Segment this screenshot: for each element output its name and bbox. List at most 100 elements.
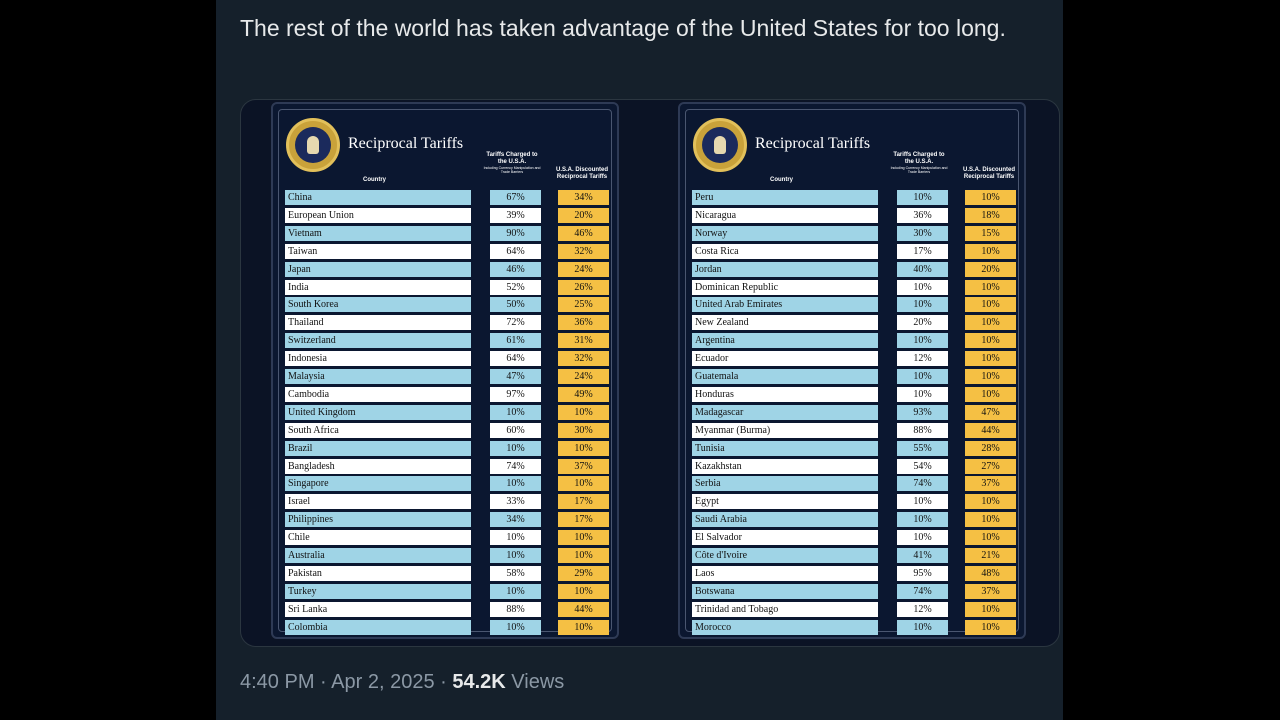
- charged-cell: 74%: [897, 583, 948, 599]
- tweet-media[interactable]: Reciprocal Tariffs Country Tariffs Charg…: [240, 99, 1060, 647]
- reciprocal-cell: 10%: [558, 530, 609, 546]
- reciprocal-cell: 37%: [965, 476, 1016, 492]
- country-cell: Japan: [285, 261, 471, 277]
- charged-cell: 10%: [897, 279, 948, 295]
- country-cell: Costa Rica: [692, 243, 878, 259]
- reciprocal-cell: 48%: [965, 565, 1016, 581]
- header-charged: Tariffs Charged to the U.S.A. Including …: [483, 152, 541, 174]
- country-cell: Israel: [285, 494, 471, 510]
- tweet-meta: 4:40 PM · Apr 2, 2025 · 54.2K Views: [240, 671, 565, 693]
- charged-cell: 64%: [490, 243, 541, 259]
- country-cell: European Union: [285, 207, 471, 223]
- country-cell: Egypt: [692, 494, 878, 510]
- tweet-date[interactable]: Apr 2, 2025: [331, 671, 435, 693]
- charged-cell: 20%: [897, 315, 948, 331]
- country-cell: Bangladesh: [285, 458, 471, 474]
- country-cell: Malaysia: [285, 369, 471, 384]
- country-cell: Morocco: [692, 619, 878, 635]
- charged-cell: 64%: [490, 351, 541, 367]
- reciprocal-cell: 10%: [965, 619, 1016, 635]
- presidential-seal-icon: [693, 118, 747, 172]
- reciprocal-cell: 10%: [965, 351, 1016, 367]
- reciprocal-cell: 24%: [558, 261, 609, 277]
- reciprocal-cell: 47%: [965, 404, 1016, 420]
- reciprocal-cell: 28%: [965, 440, 1016, 456]
- country-cell: Jordan: [692, 261, 878, 277]
- country-cell: Tunisia: [692, 440, 878, 456]
- charged-cell: 10%: [897, 619, 948, 635]
- reciprocal-cell: 10%: [965, 601, 1016, 617]
- country-cell: Cambodia: [285, 386, 471, 402]
- charged-cell: 52%: [490, 279, 541, 295]
- charged-cell: 10%: [490, 548, 541, 563]
- reciprocal-cell: 17%: [558, 512, 609, 528]
- reciprocal-cell: 31%: [558, 333, 609, 349]
- country-cell: Nicaragua: [692, 207, 878, 223]
- country-cell: Chile: [285, 530, 471, 546]
- country-cell: Laos: [692, 565, 878, 581]
- tariff-table-left: Reciprocal Tariffs Country Tariffs Charg…: [271, 102, 619, 639]
- charged-cell: 17%: [897, 243, 948, 259]
- country-cell: Singapore: [285, 476, 471, 492]
- country-cell: Madagascar: [692, 404, 878, 420]
- reciprocal-cell: 17%: [558, 494, 609, 510]
- views-label: Views: [505, 671, 565, 693]
- charged-cell: 33%: [490, 494, 541, 510]
- reciprocal-cell: 37%: [965, 583, 1016, 599]
- country-cell: China: [285, 190, 471, 205]
- reciprocal-cell: 34%: [558, 190, 609, 205]
- tariff-table-right: Reciprocal Tariffs Country Tariffs Charg…: [678, 102, 1026, 639]
- country-cell: Sri Lanka: [285, 601, 471, 617]
- country-cell: South Korea: [285, 297, 471, 313]
- charged-cell: 74%: [490, 458, 541, 474]
- charged-cell: 10%: [897, 369, 948, 384]
- country-cell: India: [285, 279, 471, 295]
- charged-cell: 93%: [897, 404, 948, 420]
- reciprocal-cell: 10%: [558, 476, 609, 492]
- reciprocal-cell: 10%: [558, 548, 609, 563]
- charged-cell: 10%: [490, 583, 541, 599]
- charged-cell: 10%: [897, 333, 948, 349]
- reciprocal-cell: 10%: [965, 386, 1016, 402]
- table-title: Reciprocal Tariffs: [348, 135, 464, 152]
- reciprocal-cell: 32%: [558, 351, 609, 367]
- reciprocal-cell: 20%: [558, 207, 609, 223]
- charged-cell: 36%: [897, 207, 948, 223]
- country-cell: Argentina: [692, 333, 878, 349]
- reciprocal-cell: 29%: [558, 565, 609, 581]
- reciprocal-cell: 30%: [558, 422, 609, 438]
- header-charged: Tariffs Charged to the U.S.A. Including …: [890, 152, 948, 174]
- tweet-time[interactable]: 4:40 PM: [240, 671, 315, 693]
- charged-cell: 54%: [897, 458, 948, 474]
- country-cell: Serbia: [692, 476, 878, 492]
- charged-cell: 97%: [490, 386, 541, 402]
- charged-cell: 40%: [897, 261, 948, 277]
- presidential-seal-icon: [286, 118, 340, 172]
- charged-cell: 10%: [490, 440, 541, 456]
- reciprocal-cell: 10%: [558, 619, 609, 635]
- country-cell: Dominican Republic: [692, 279, 878, 295]
- reciprocal-cell: 10%: [965, 190, 1016, 205]
- country-cell: Côte d'Ivoire: [692, 548, 878, 563]
- country-cell: United Kingdom: [285, 404, 471, 420]
- charged-cell: 12%: [897, 351, 948, 367]
- charged-cell: 10%: [490, 404, 541, 420]
- country-cell: Indonesia: [285, 351, 471, 367]
- charged-cell: 95%: [897, 565, 948, 581]
- header-country: Country: [363, 177, 386, 183]
- charged-cell: 50%: [490, 297, 541, 313]
- country-cell: Peru: [692, 190, 878, 205]
- reciprocal-cell: 10%: [965, 243, 1016, 259]
- reciprocal-cell: 37%: [558, 458, 609, 474]
- charged-cell: 88%: [490, 601, 541, 617]
- reciprocal-cell: 44%: [965, 422, 1016, 438]
- reciprocal-cell: 10%: [965, 297, 1016, 313]
- charged-cell: 58%: [490, 565, 541, 581]
- country-cell: Switzerland: [285, 333, 471, 349]
- charged-cell: 12%: [897, 601, 948, 617]
- charged-cell: 30%: [897, 225, 948, 241]
- charged-cell: 10%: [897, 494, 948, 510]
- reciprocal-cell: 46%: [558, 225, 609, 241]
- charged-cell: 34%: [490, 512, 541, 528]
- charged-cell: 10%: [897, 386, 948, 402]
